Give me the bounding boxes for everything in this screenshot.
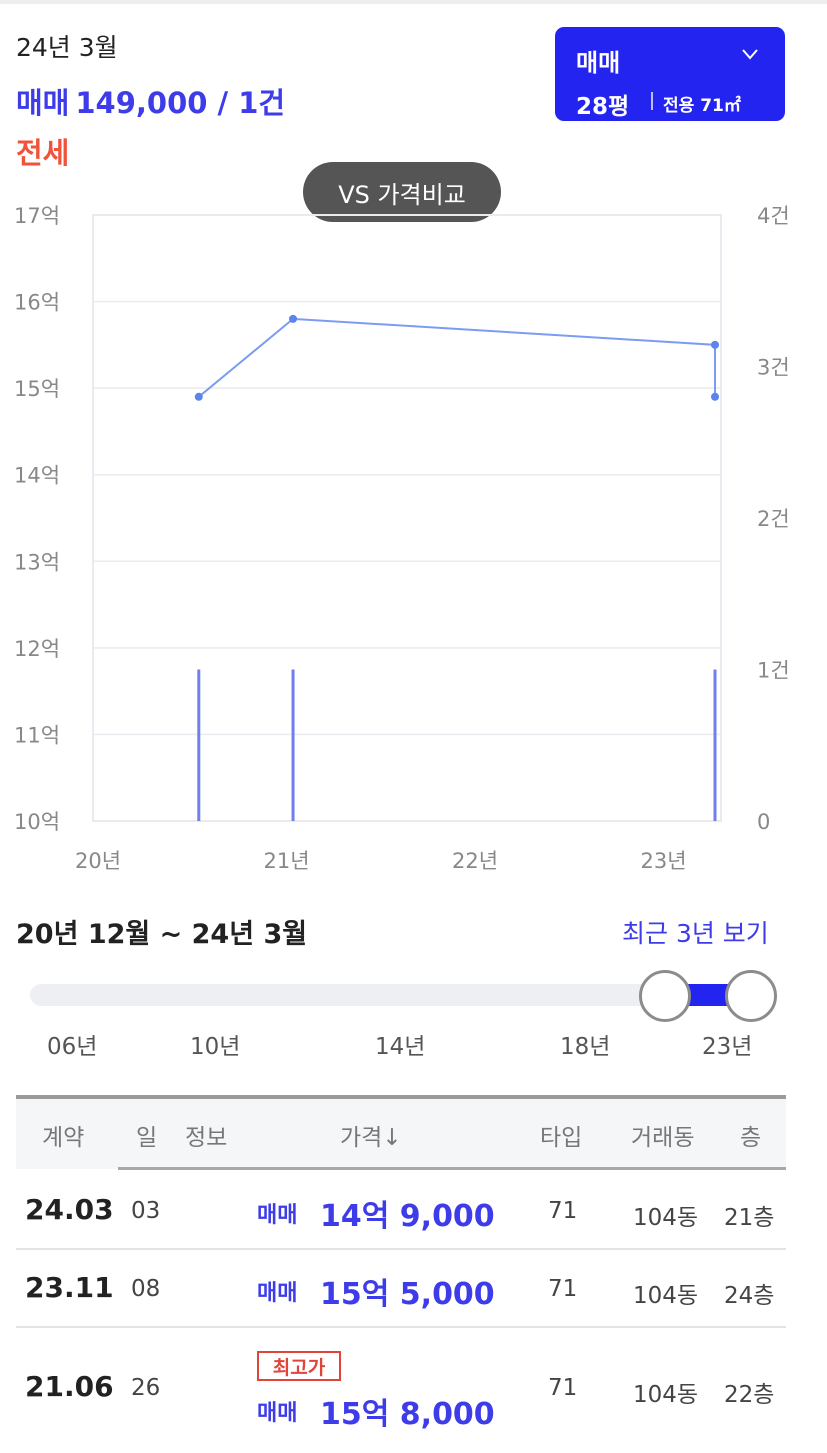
row-day: 08 <box>131 1276 161 1302</box>
size-separator <box>651 92 653 110</box>
volume-bar <box>291 669 295 821</box>
exclusive-area: 전용 71㎡ <box>663 96 741 116</box>
vs-price-compare-button[interactable]: VS 가격비교 <box>303 162 501 222</box>
y2-axis-tick-label: 2건 <box>757 507 790 531</box>
x-axis-tick-label: 20년 <box>75 849 121 873</box>
slider-year-label: 18년 <box>560 1034 611 1060</box>
y-axis-tick-label: 14억 <box>14 464 60 488</box>
header-dong: 거래동 <box>631 1125 695 1151</box>
table-header <box>16 1099 786 1169</box>
price-chart: 17억 16억 15억 14억 13억 12억 11억 10억 4건 3건 2건 1건 0 20년 21년 2… <box>14 204 790 873</box>
chevron-down-icon <box>742 49 758 60</box>
slider-end-handle[interactable] <box>725 970 777 1022</box>
sale-summary-value: 149,000 / 1건 <box>75 86 286 120</box>
price-point <box>289 314 298 323</box>
y2-axis-tick-label: 4건 <box>757 204 790 228</box>
y2-axis-tick-label: 1건 <box>757 659 790 683</box>
header-price-sort[interactable]: 가격↓ <box>340 1125 402 1151</box>
row-divider <box>16 1326 786 1328</box>
pyeong-size: 28평 <box>576 94 630 120</box>
top-divider <box>0 0 827 4</box>
slider-year-label: 06년 <box>47 1034 98 1060</box>
y2-axis-tick-label: 0 <box>757 810 770 834</box>
header-type: 타입 <box>540 1125 583 1151</box>
y-axis-tick-label: 13억 <box>14 550 60 574</box>
jeonse-summary-label: 전세 <box>16 136 70 170</box>
recent-3-years-link[interactable]: 최근 3년 보기 <box>622 919 769 948</box>
x-axis-tick-label: 21년 <box>263 849 309 873</box>
y-axis-tick-label: 10억 <box>14 810 60 834</box>
trade-type-label: 매매 <box>576 49 621 77</box>
sale-summary: 매매 149,000 / 1건 <box>16 80 285 122</box>
row-day: 03 <box>131 1198 161 1224</box>
volume-bar <box>197 669 201 821</box>
row-type: 71 <box>548 1375 578 1401</box>
row-day: 26 <box>131 1375 161 1401</box>
y-axis-tick-label: 12억 <box>14 637 60 661</box>
selected-month: 24년 3월 <box>16 33 118 62</box>
period-slider-track[interactable] <box>30 984 760 1006</box>
y-axis-tick-label: 15억 <box>14 377 60 401</box>
price-point <box>194 392 203 401</box>
row-floor: 22층 <box>724 1382 775 1408</box>
slider-start-handle[interactable] <box>639 970 691 1022</box>
x-axis-tick-label: 23년 <box>640 849 686 873</box>
row-type: 71 <box>548 1276 578 1302</box>
period-range-title: 20년 12월 ~ 24년 3월 <box>16 919 308 950</box>
y2-axis-tick-label: 3건 <box>757 356 790 380</box>
y-axis-tick-label: 11억 <box>14 723 60 747</box>
y-axis-tick-label: 17억 <box>14 204 60 228</box>
slider-year-label: 23년 <box>702 1034 753 1060</box>
price-line <box>198 317 716 398</box>
row-trade-type: 매매 <box>257 1203 298 1228</box>
row-floor: 21층 <box>724 1205 775 1231</box>
y-axis-tick-label: 16억 <box>14 291 60 315</box>
x-axis-tick-label: 22년 <box>452 849 498 873</box>
header-floor: 층 <box>740 1125 762 1151</box>
volume-bar <box>713 669 717 821</box>
highest-price-badge: 최고가 <box>257 1351 341 1381</box>
table-top-border <box>16 1095 786 1099</box>
header-info: 정보 <box>185 1125 228 1151</box>
row-type: 71 <box>548 1198 578 1224</box>
row-trade-type: 매매 <box>257 1401 298 1426</box>
price-point <box>711 340 719 349</box>
header-day: 일 <box>136 1125 158 1151</box>
row-dong: 104동 <box>633 1205 699 1231</box>
row-floor: 24층 <box>724 1283 775 1309</box>
slider-year-label: 10년 <box>190 1034 241 1060</box>
row-contract-date: 23.11 <box>25 1271 114 1304</box>
price-point <box>711 392 719 401</box>
chart-plot-border <box>92 214 722 822</box>
row-contract-date: 24.03 <box>25 1193 114 1226</box>
row-price: 15억 5,000 <box>320 1277 495 1312</box>
row-divider <box>16 1248 786 1250</box>
row-dong: 104동 <box>633 1382 699 1408</box>
trade-type-dropdown[interactable]: 매매 28평 전용 71㎡ <box>555 27 785 121</box>
row-price: 15억 8,000 <box>320 1397 495 1432</box>
row-price: 14억 9,000 <box>320 1199 495 1234</box>
table-header-divider <box>118 1167 786 1170</box>
row-contract-date: 21.06 <box>25 1370 114 1403</box>
header-contract: 계약 <box>42 1125 85 1151</box>
row-trade-type: 매매 <box>257 1281 298 1306</box>
row-dong: 104동 <box>633 1283 699 1309</box>
slider-year-label: 14년 <box>375 1034 426 1060</box>
sale-summary-label: 매매 <box>16 86 70 120</box>
